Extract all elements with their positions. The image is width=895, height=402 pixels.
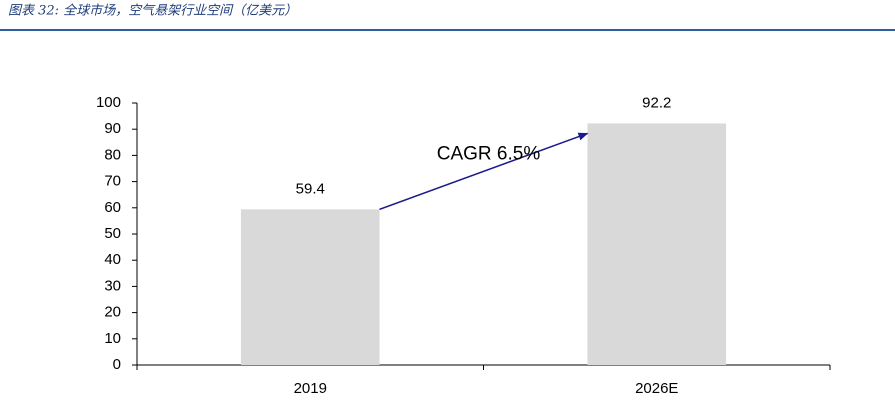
y-tick-label: 60 [104, 199, 121, 216]
y-tick-label: 100 [96, 94, 121, 111]
bar [240, 209, 380, 365]
bar [587, 123, 727, 365]
chart-title: 图表 32: 全球市场，空气悬架行业空间（亿美元） [8, 3, 297, 19]
y-tick-label: 30 [104, 277, 121, 294]
annotation: CAGR 6.5% [437, 143, 541, 164]
y-tick-label: 10 [104, 330, 121, 347]
y-tick-label: 40 [104, 251, 121, 268]
y-tick-label: 70 [104, 173, 121, 190]
y-tick-label: 90 [104, 120, 121, 137]
data-label: 92.2 [642, 94, 671, 111]
y-tick-label: 20 [104, 304, 121, 321]
y-tick-label: 0 [113, 356, 121, 373]
y-tick-label: 80 [104, 146, 121, 163]
data-label: 59.4 [296, 180, 325, 197]
cagr-arrow [379, 132, 589, 211]
x-tick-label: 2019 [294, 380, 327, 397]
x-tick-label: 2026E [635, 380, 678, 397]
y-tick-label: 50 [104, 225, 121, 242]
